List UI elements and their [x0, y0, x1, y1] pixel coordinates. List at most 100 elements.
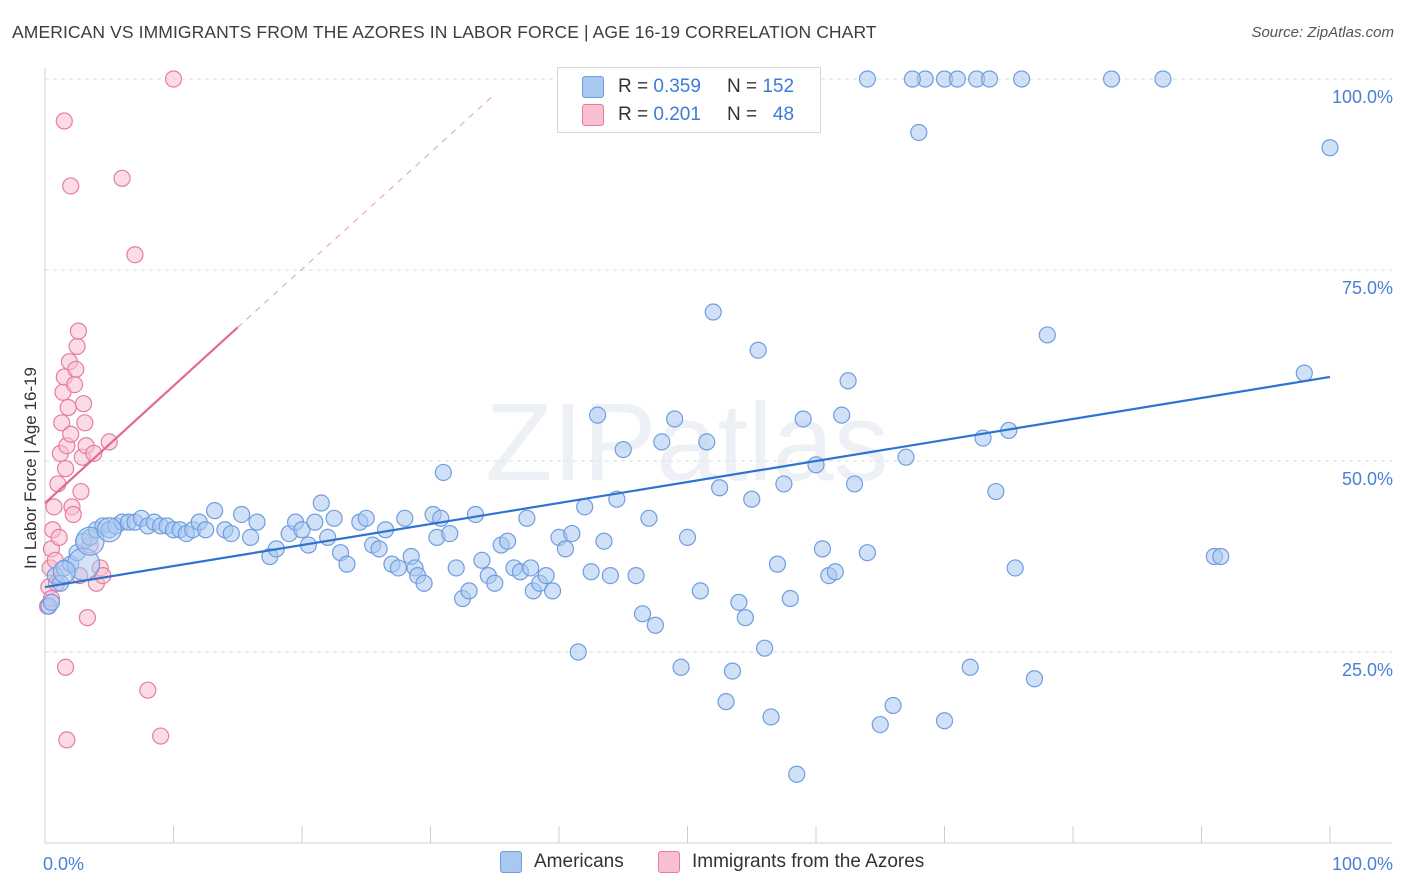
legend-item-americans[interactable]: Americans [500, 851, 624, 873]
azores-point [100, 433, 118, 451]
americans-point [460, 582, 478, 600]
azores-trend-extension [237, 93, 496, 328]
americans-point [614, 440, 632, 459]
americans-point [499, 532, 517, 550]
x-tick-label: 100.0% [1332, 854, 1393, 874]
americans-point [473, 551, 491, 569]
azores-point [164, 70, 183, 88]
azores-point [68, 337, 86, 355]
americans-point [415, 574, 433, 592]
americans-point [518, 509, 536, 527]
americans-point [711, 479, 729, 497]
americans-swatch [582, 76, 604, 98]
americans-point [633, 605, 652, 623]
azores-n-value: 48 [772, 104, 795, 125]
americans-point [653, 433, 671, 451]
series-legend: Americans Immigrants from the Azores [0, 851, 1406, 879]
n-label: N = [726, 76, 758, 97]
y-tick-label: 25.0% [1342, 660, 1393, 680]
americans-point [1102, 70, 1121, 88]
americans-point [1038, 326, 1056, 344]
americans-point [794, 410, 812, 428]
americans-point [948, 70, 966, 88]
americans-point [306, 513, 324, 531]
americans-point [42, 593, 61, 611]
americans-n-value: 152 [762, 76, 795, 97]
azores-point [78, 609, 97, 627]
y-tick-label: 75.0% [1342, 278, 1393, 298]
americans-point [903, 70, 921, 88]
americans-point [543, 582, 562, 600]
azores-trend-line [44, 326, 239, 504]
americans-point [858, 70, 877, 88]
americans-point [781, 589, 799, 608]
americans-point [556, 540, 575, 558]
azores-point [59, 398, 77, 417]
legend-row-americans: R = 0.359 N = 152 [582, 73, 794, 101]
americans-point [601, 566, 620, 585]
americans-point [1006, 559, 1024, 577]
americans-point [691, 582, 709, 600]
americans-point [961, 658, 979, 676]
americans-point [563, 524, 581, 543]
americans-point [389, 559, 407, 577]
azores-point [62, 177, 80, 195]
americans-point [833, 406, 851, 424]
americans-point [569, 643, 587, 661]
azores-point [72, 482, 90, 501]
azores-point [58, 731, 76, 749]
americans-cluster-point [75, 526, 105, 556]
americans-r-value: 0.359 [653, 76, 701, 97]
americans-point [768, 555, 787, 573]
americans-point [858, 544, 877, 562]
americans-point [762, 708, 780, 726]
azores-point [69, 322, 88, 340]
americans-point [723, 662, 742, 680]
americans-point [1012, 70, 1031, 88]
n-label: N = [726, 104, 758, 125]
azores-r-value: 0.201 [653, 104, 701, 125]
americans-point [582, 563, 600, 581]
y-axis-label: In Labor Force | Age 16-19 [21, 367, 40, 569]
americans-point [242, 528, 260, 547]
azores-point [62, 425, 80, 443]
azores-swatch [582, 104, 604, 126]
azores-point [67, 360, 85, 378]
americans-point [871, 715, 889, 734]
americans-point [338, 555, 356, 573]
source-credit: Source: ZipAtlas.com [1251, 24, 1394, 41]
americans-point [826, 563, 844, 581]
americans-point [730, 593, 748, 611]
americans-point [486, 574, 504, 592]
americans-cluster-point [96, 517, 122, 543]
americans-point [743, 490, 761, 508]
americans-point [312, 494, 330, 512]
americans-point [522, 559, 540, 577]
americans-point [884, 696, 902, 715]
americans-point [1212, 547, 1230, 566]
americans-point [704, 303, 722, 321]
y-tick-label: 100.0% [1332, 87, 1393, 107]
azores-point [85, 444, 103, 462]
americans-point [233, 505, 251, 524]
americans-point [370, 540, 388, 558]
americans-point [319, 528, 337, 547]
americans-point [222, 524, 240, 543]
americans-point [839, 372, 857, 390]
americans-point [1321, 139, 1339, 157]
azores-legend-swatch [658, 851, 680, 873]
americans-point [672, 658, 690, 676]
americans-point [1295, 364, 1313, 382]
azores-point [139, 681, 157, 699]
americans-point [197, 521, 215, 539]
americans-point [1025, 670, 1044, 688]
azores-point [126, 246, 144, 264]
americans-point [813, 540, 832, 558]
americans-point [666, 410, 684, 428]
legend-item-azores[interactable]: Immigrants from the Azores [658, 851, 924, 873]
americans-point [325, 509, 343, 527]
americans-point [717, 693, 735, 711]
azores-legend-label: Immigrants from the Azores [692, 851, 925, 872]
americans-point [466, 505, 485, 524]
americans-point [1154, 70, 1172, 88]
